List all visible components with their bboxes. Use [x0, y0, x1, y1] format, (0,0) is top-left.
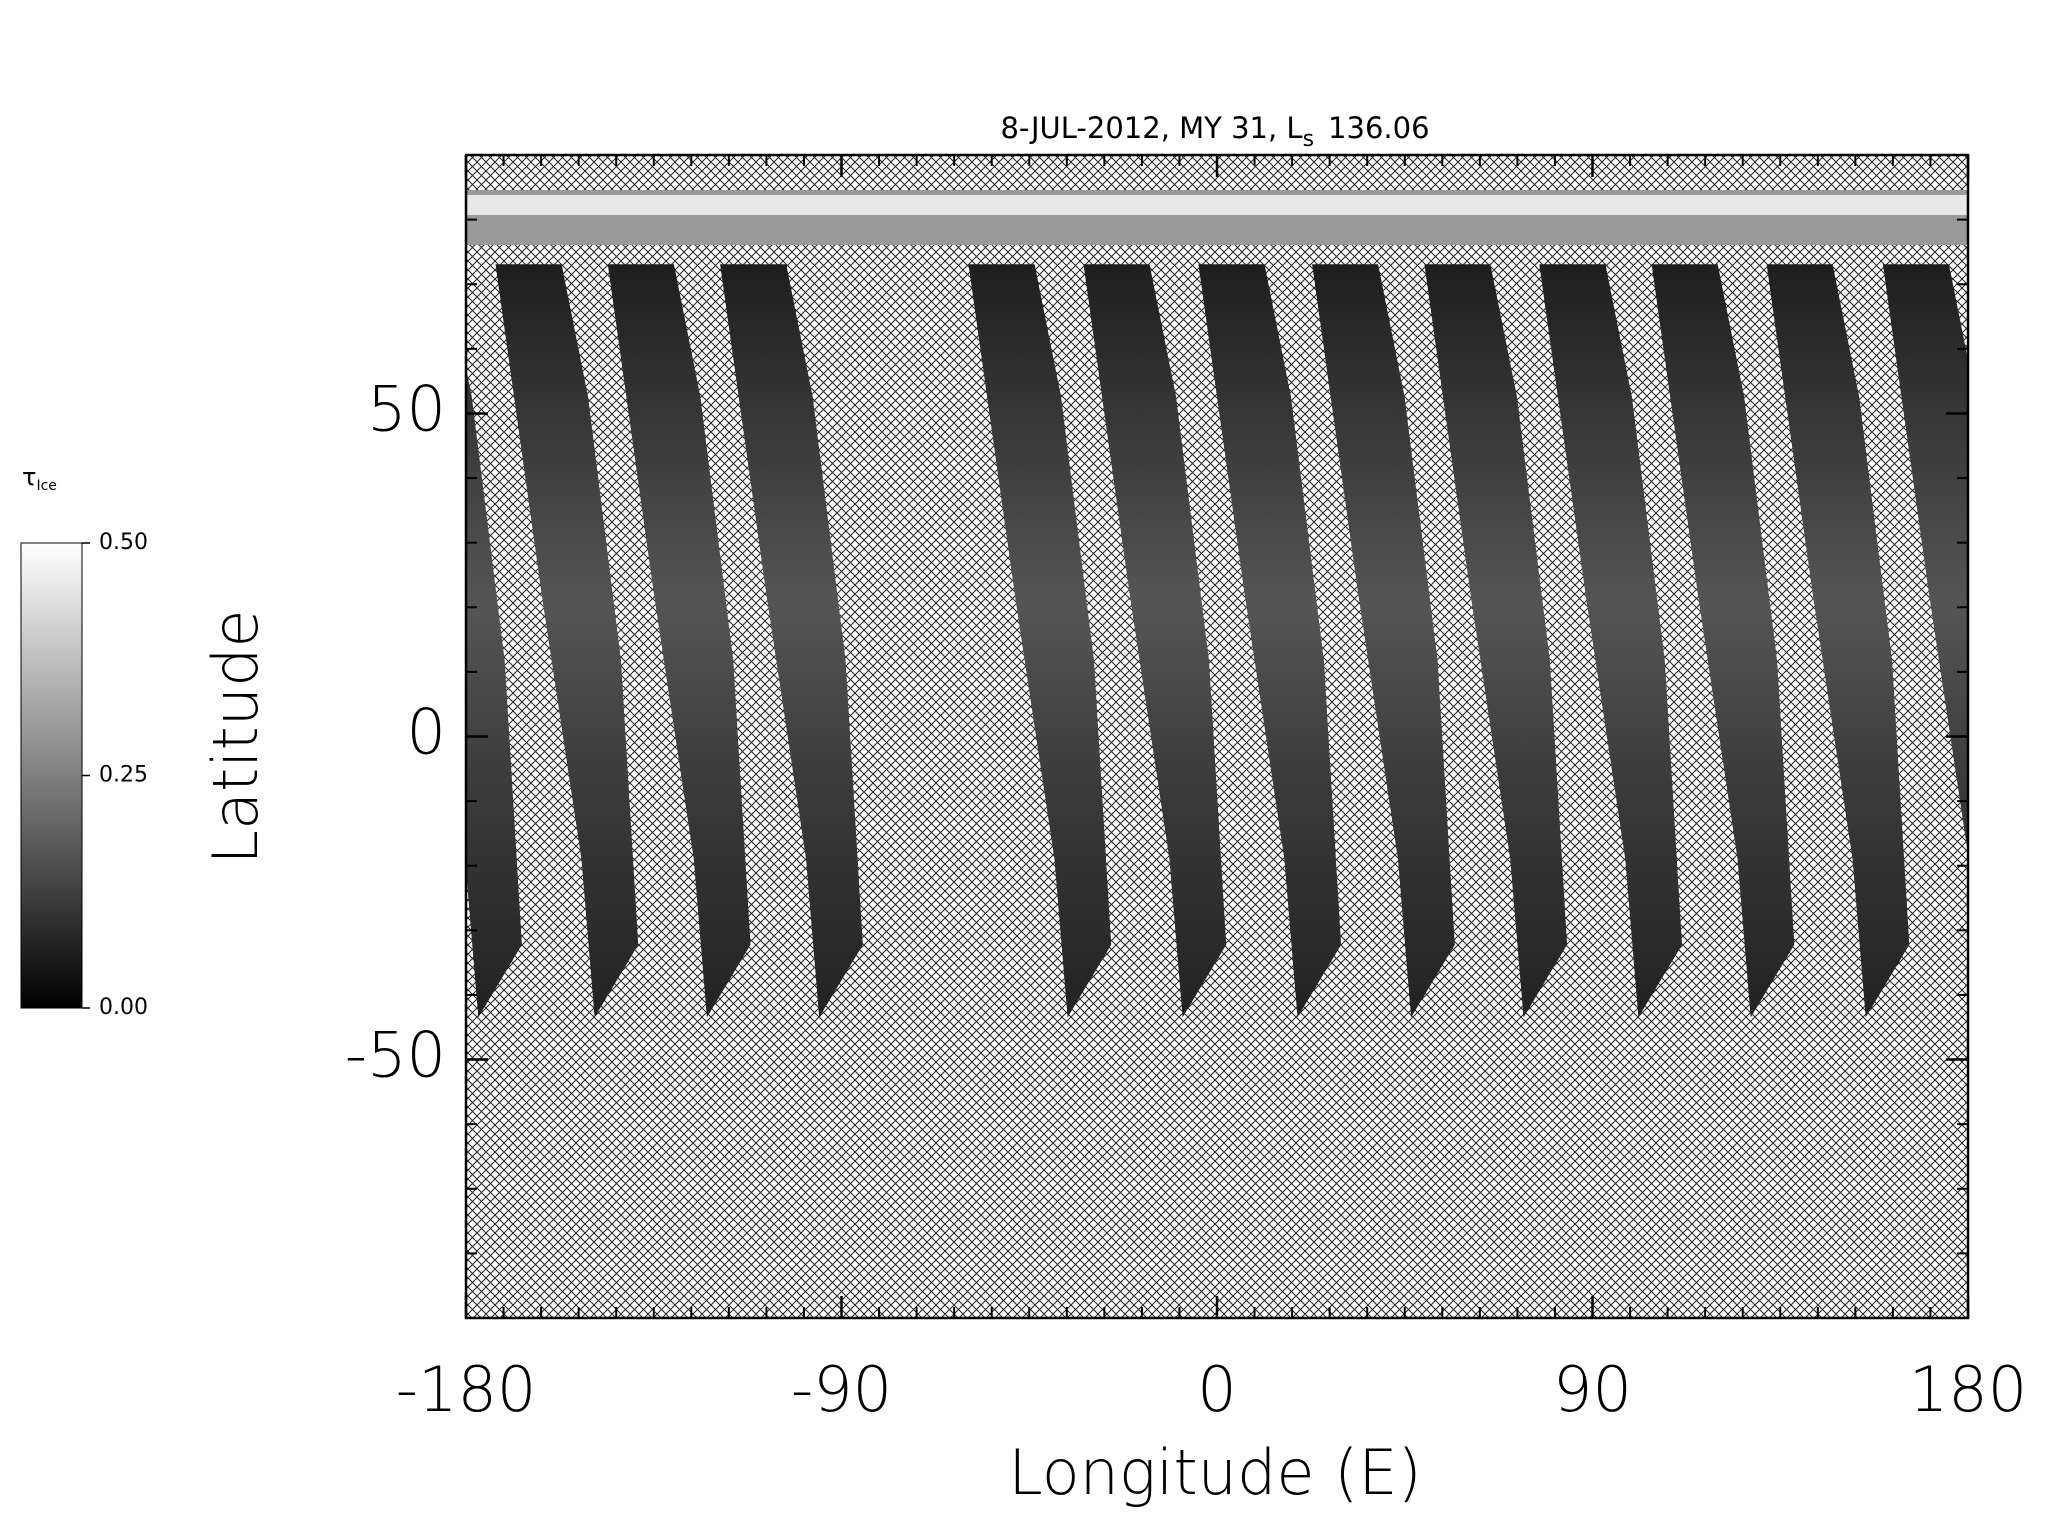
title-text: 8-JUL-2012, MY 31, L [1000, 111, 1302, 145]
x-tick-label: 180 [1909, 1353, 2027, 1426]
swath [720, 264, 863, 1018]
colorbar-tick-label: 0.25 [99, 763, 148, 788]
x-tick-label: -90 [791, 1353, 892, 1426]
title-subscript: s [1303, 127, 1314, 152]
y-tick-label: -50 [345, 1019, 446, 1092]
swath [1539, 264, 1682, 1018]
colorbar-tick-label: 0.50 [99, 530, 148, 555]
swath [968, 264, 1112, 1018]
observation-swaths [466, 190, 1968, 1018]
swath [1312, 264, 1455, 1018]
colorbar [20, 542, 83, 1009]
colorbar-label-subscript: Ice [36, 478, 56, 494]
swath [466, 367, 522, 1018]
swath [1882, 264, 1968, 855]
colorbar-tick-label: 0.00 [99, 995, 148, 1020]
swath [495, 264, 639, 1018]
y-tick-label: 0 [407, 696, 446, 769]
swath [1766, 264, 1910, 1018]
colorbar-label-symbol: τ [22, 463, 36, 491]
y-axis-label: Latitude [199, 609, 272, 864]
x-tick-label: -180 [396, 1353, 537, 1426]
swath [1424, 264, 1568, 1018]
swath [1651, 264, 1795, 1018]
polar-band-bright [466, 195, 1968, 215]
colorbar-label: τIce [22, 463, 57, 494]
chart-title: 8-JUL-2012, MY 31, Ls 136.06 [1000, 111, 1429, 152]
x-axis-label: Longitude (E) [1008, 1436, 1421, 1509]
swath [607, 264, 751, 1018]
swath [1198, 264, 1342, 1018]
title-value: 136.06 [1328, 111, 1429, 145]
x-tick-label: 0 [1197, 1353, 1236, 1426]
swath [1083, 264, 1227, 1018]
x-tick-label: 90 [1553, 1353, 1632, 1426]
y-tick-label: 50 [367, 372, 446, 445]
